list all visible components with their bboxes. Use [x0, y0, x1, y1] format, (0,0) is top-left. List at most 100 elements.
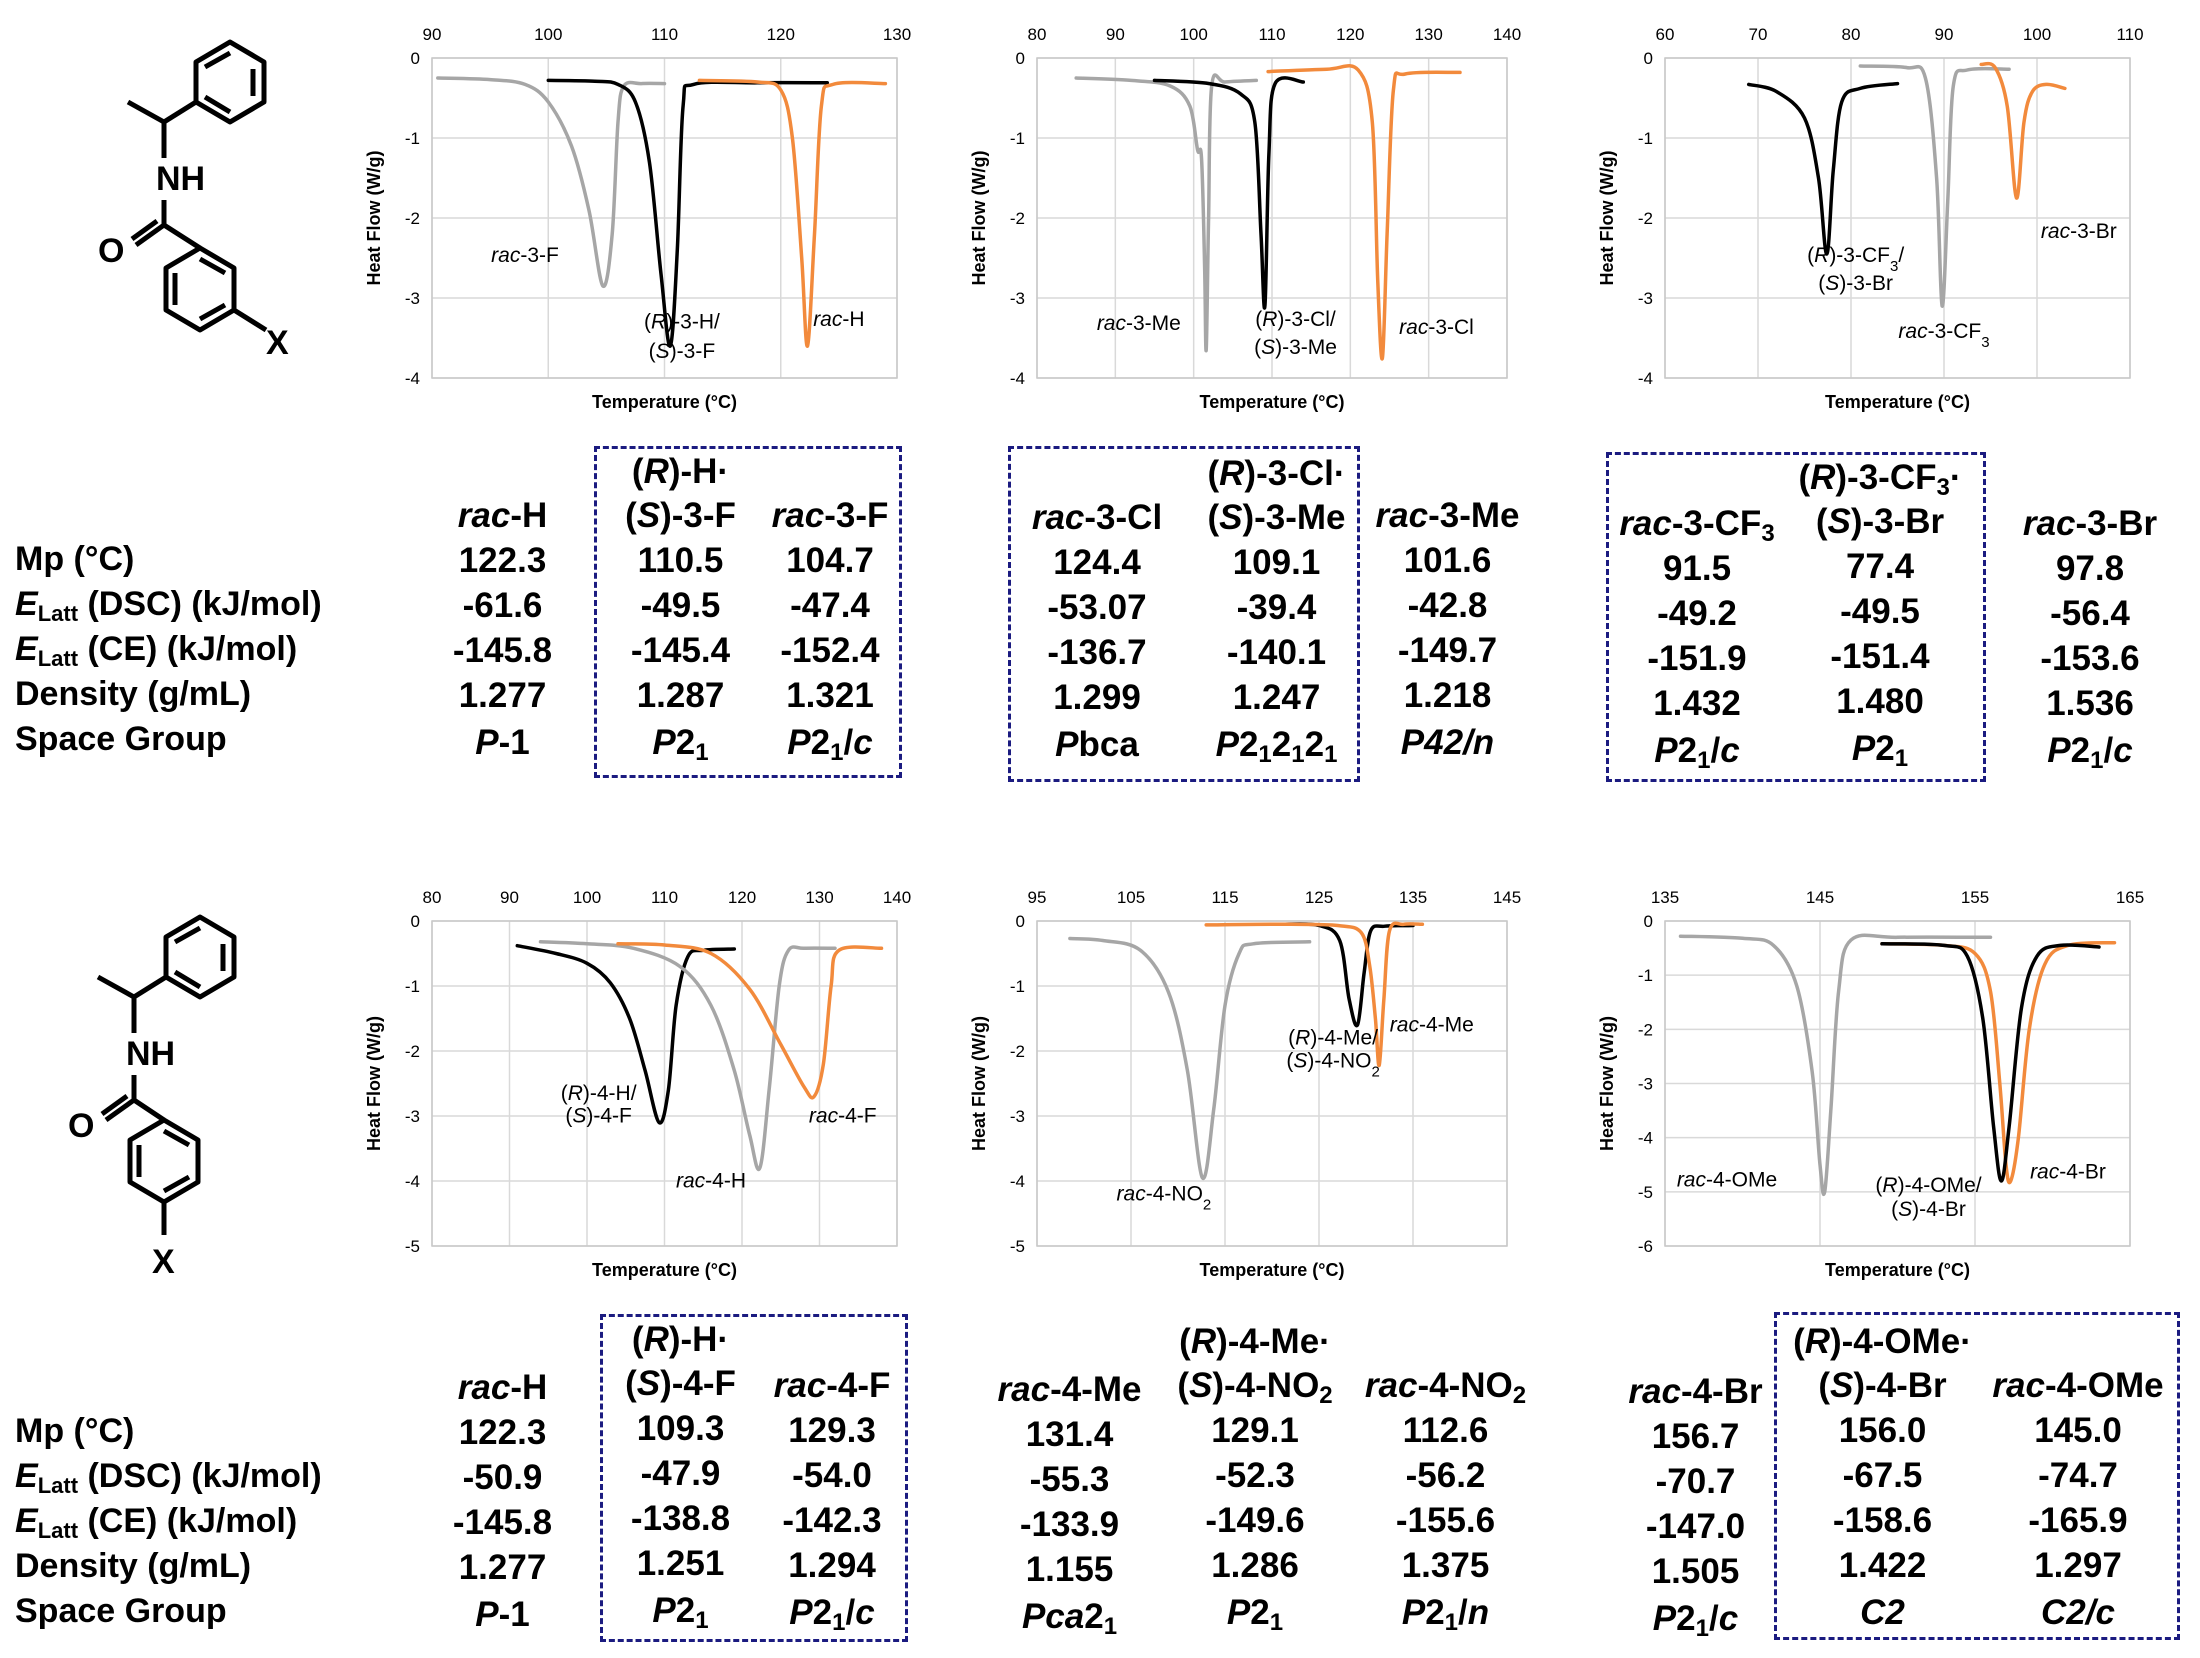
series-line — [1074, 73, 1259, 353]
series-line — [1279, 922, 1415, 1028]
table-col: rac-H 122.3 -50.9 -145.8 1.277 P-1 — [420, 1366, 585, 1637]
x-tick-label: 80 — [1842, 25, 1861, 44]
cell-e-ce: -145.4 — [630, 631, 731, 670]
curve-annotation: (R)-3-CF3/ — [1807, 244, 1904, 275]
x-tick-label: 110 — [1258, 25, 1285, 44]
dsc-chart-4-f: 80 90 100 110 120 130 140 0 -1 -2 -3 -4 -5 Temperatur… — [364, 888, 911, 1280]
col-header: rac-H — [457, 1368, 548, 1407]
cell-mp: 129.3 — [788, 1411, 876, 1450]
table-col: (R)-3-CF3· (S)-3-Br 77.4 -49.5 -151.4 1.480 P2… — [1780, 456, 1980, 772]
label-e-ce: ELatt (CE) (kJ/mol) — [15, 1502, 298, 1543]
x-tick-label: 110 — [651, 25, 678, 44]
nh-label: NH — [126, 1035, 175, 1073]
y-tick-label: -2 — [1638, 209, 1653, 228]
series-line — [1678, 933, 1993, 1196]
cell-density: 1.155 — [1025, 1550, 1114, 1589]
label-density: Density (g/mL) — [15, 1547, 252, 1585]
col-header: rac-3-Cl — [1031, 498, 1163, 537]
x-tick-label: 100 — [534, 25, 562, 44]
x-tick-label: 145 — [1493, 888, 1521, 907]
y-tick-label: -5 — [405, 1237, 420, 1256]
y-axis-label: Heat Flow (W/g) — [969, 151, 989, 286]
table-col: (R)-H· (S)-4-F 109.3 -47.9 -138.8 1.251 P21 — [598, 1318, 763, 1634]
table-col: rac-3-Br 97.8 -56.4 -153.6 1.536 P21/c — [1995, 502, 2185, 774]
cell-e-dsc: -49.2 — [1657, 594, 1737, 633]
dsc-chart-3-cl: 80 90 100 110 120 130 140 0 -1 -2 -3 -4 Temperature … — [969, 25, 1521, 412]
cell-mp: 156.0 — [1838, 1411, 1927, 1450]
curve-annotation: rac-3-F — [491, 244, 559, 267]
series-line — [515, 943, 737, 1125]
cocrystal-box — [1606, 452, 1986, 782]
curve-annotation: (S)-4-F — [565, 1105, 632, 1128]
x-tick-label: 60 — [1656, 25, 1675, 44]
col-header-line1: (R)-4-OMe· — [1793, 1322, 1972, 1361]
o-label: O — [98, 232, 124, 270]
x-axis-label: Temperature (°C) — [592, 392, 737, 412]
phenyl-ring — [163, 914, 237, 1000]
col-header-line1: (R)-3-Cl· — [1207, 454, 1346, 493]
y-tick-label: -1 — [1010, 129, 1025, 148]
dsc-chart-4-ome: 135 145 155 165 0 -1 -2 -3 -4 -5 -6 Temperature (°C… — [1597, 888, 2144, 1280]
cell-density: 1.277 — [458, 676, 547, 715]
y-tick-label: 0 — [1016, 49, 1025, 68]
col-header: rac-4-OMe — [1992, 1366, 2164, 1405]
col-header: rac-3-Me — [1375, 496, 1520, 535]
cell-space-group: P21/c — [789, 1593, 875, 1636]
cell-e-ce: -133.9 — [1019, 1505, 1120, 1544]
cell-e-dsc: -52.3 — [1215, 1456, 1295, 1495]
cell-mp: 129.1 — [1211, 1411, 1299, 1450]
y-tick-label: -4 — [1638, 1129, 1653, 1148]
cell-mp: 101.6 — [1403, 541, 1492, 580]
curve-annotation: rac-4-OMe — [1677, 1168, 1777, 1191]
table-col: (R)-3-Cl· (S)-3-Me 109.1 -39.4 -140.1 1.247 P2… — [1184, 452, 1369, 768]
curve-annotation: (S)-3-F — [649, 340, 716, 363]
series-line — [1979, 61, 2067, 200]
x-tick-label: 155 — [1961, 888, 1989, 907]
y-axis-label: Heat Flow (W/g) — [364, 1016, 384, 1151]
cell-e-ce: -138.8 — [630, 1499, 731, 1538]
x-tick-label: 120 — [1336, 25, 1364, 44]
cell-e-ce: -140.1 — [1226, 633, 1327, 672]
x-tick-label: 80 — [423, 888, 442, 907]
label-mp: Mp (°C) — [15, 1412, 135, 1450]
x-tick-label: 110 — [651, 888, 678, 907]
table-col: (R)-4-OMe· (S)-4-Br 156.0 -67.5 -158.6 1.422 C… — [1780, 1320, 1985, 1635]
x-label: X — [152, 1243, 175, 1281]
cell-e-dsc: -70.7 — [1655, 1462, 1736, 1501]
x-tick-label: 140 — [883, 888, 911, 907]
cell-mp: 109.1 — [1232, 543, 1321, 582]
label-e-dsc: ELatt (DSC) (kJ/mol) — [15, 1457, 322, 1498]
col-header: rac-4-F — [773, 1366, 891, 1405]
cell-mp: 131.4 — [1025, 1415, 1114, 1454]
y-tick-label: -3 — [1638, 289, 1653, 308]
x-tick-label: 140 — [1493, 25, 1521, 44]
x-axis-label: Temperature (°C) — [1200, 1260, 1345, 1280]
curve-annotation: (S)-3-Br — [1818, 272, 1893, 295]
y-tick-label: -3 — [405, 1107, 420, 1126]
series-line — [1266, 64, 1462, 361]
series-line — [1880, 940, 2117, 1185]
x-tick-label: 90 — [500, 888, 519, 907]
y-tick-label: -4 — [1638, 369, 1653, 388]
cell-mp: 97.8 — [2055, 549, 2125, 588]
cell-space-group: Pca21 — [1021, 1597, 1118, 1640]
curve-annotation: rac-H — [813, 308, 864, 331]
y-tick-label: -4 — [1010, 1172, 1025, 1191]
y-tick-label: -3 — [1010, 289, 1025, 308]
y-tick-label: -2 — [1010, 209, 1025, 228]
cell-space-group: P21 — [1851, 729, 1909, 772]
y-tick-label: -1 — [405, 977, 420, 996]
cell-e-dsc: -42.8 — [1407, 586, 1488, 625]
o-label: O — [68, 1107, 94, 1145]
series-line — [538, 940, 837, 1172]
cell-space-group: C2/c — [2041, 1593, 2115, 1632]
cell-mp: 156.7 — [1651, 1417, 1740, 1456]
col-header: (S)-4-F — [625, 1364, 736, 1403]
y-tick-label: -4 — [405, 369, 420, 388]
table-col: rac-3-Me 101.6 -42.8 -149.7 1.218 P42/n — [1360, 494, 1535, 765]
cell-mp: 122.3 — [458, 541, 547, 580]
series-line — [1880, 942, 2101, 1183]
y-tick-label: -3 — [1010, 1107, 1025, 1126]
series-line — [1068, 936, 1312, 1180]
y-tick-label: -1 — [1638, 966, 1653, 985]
